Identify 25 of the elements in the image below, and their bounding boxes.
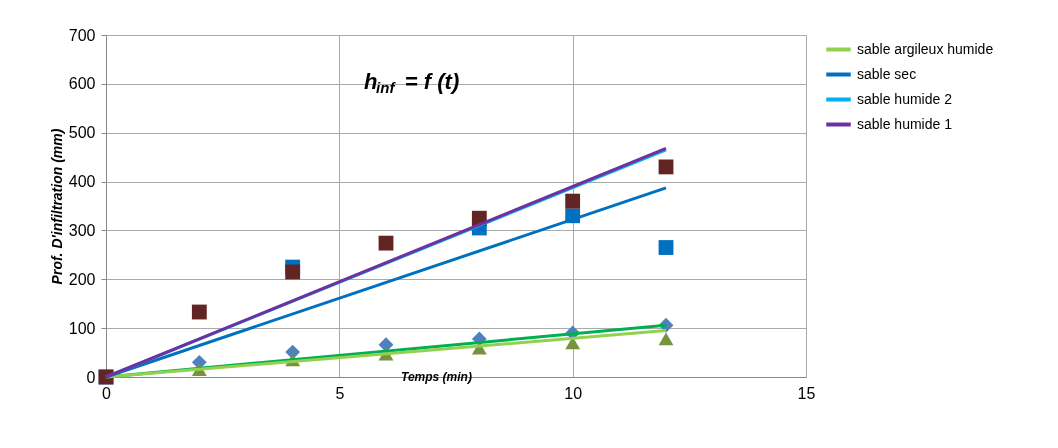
y-axis-title: Prof. D'infiltration (mm) <box>48 128 65 285</box>
point <box>658 332 674 346</box>
y-tick-label: 200 <box>68 270 96 288</box>
legend-label: sable humide 1 <box>857 115 953 132</box>
y-tick-label: 700 <box>68 26 96 44</box>
x-tick-label: 0 <box>102 384 112 402</box>
point <box>658 240 674 255</box>
legend-label: sable argileux humide <box>857 40 994 57</box>
y-tick-label: 500 <box>68 124 96 142</box>
x-tick-label: 10 <box>564 384 583 402</box>
y-tick-label: 100 <box>68 319 96 337</box>
point <box>285 264 301 280</box>
point <box>565 193 581 209</box>
x-tick-label: 15 <box>797 384 816 402</box>
legend-label: sable humide 2 <box>857 90 953 107</box>
point <box>658 159 674 175</box>
x-tick-label: 5 <box>335 384 345 402</box>
y-tick-label: 400 <box>68 173 96 191</box>
point <box>378 235 394 251</box>
legend-label: sable sec <box>857 65 917 82</box>
y-tick-label: 0 <box>86 368 96 386</box>
y-tick-label: 300 <box>68 221 96 239</box>
x-axis-title: Temps (min) <box>401 369 472 384</box>
point <box>191 304 207 320</box>
y-tick-label: 600 <box>68 75 96 93</box>
